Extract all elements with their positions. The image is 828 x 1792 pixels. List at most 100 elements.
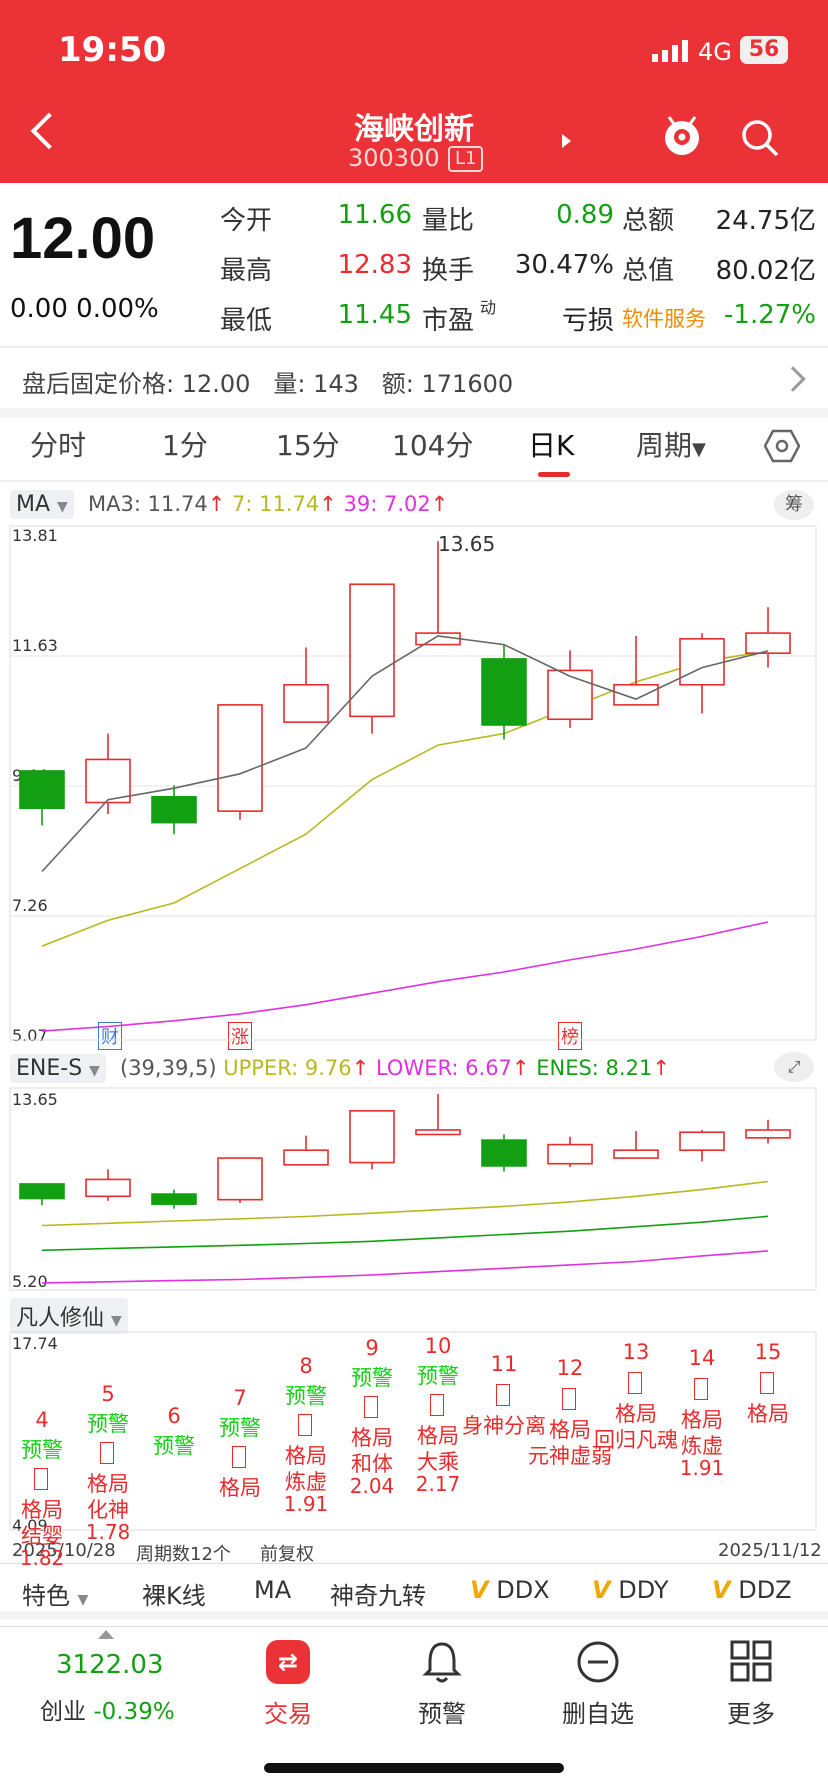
ma-axis-label: 11.63 (12, 636, 58, 655)
signal-number: 5 (101, 1382, 115, 1406)
expand-icon[interactable]: ⤢ (774, 1052, 814, 1082)
chip-distribution-button[interactable]: 筹 (774, 490, 814, 520)
next-stock-icon[interactable] (562, 134, 571, 148)
bell-icon[interactable] (422, 1640, 462, 1684)
custom-indicator-selector[interactable]: 凡人修仙 ▼ (10, 1298, 128, 1334)
tool-magic-nine[interactable]: 神奇九转 (330, 1582, 426, 1610)
candle-body (349, 583, 395, 718)
tool-feature-label: 特色 (22, 1582, 70, 1610)
tab-timeshare[interactable]: 分时 (30, 429, 87, 462)
nav-remove-watchlist[interactable]: 删自选 (562, 1700, 634, 1728)
signal-number: 12 (556, 1356, 584, 1380)
signal-box (34, 1468, 48, 1490)
tab-15min[interactable]: 15分 (276, 429, 340, 462)
ma-selector[interactable]: MA ▼ (10, 490, 74, 519)
signal-text: 格局 (351, 1426, 393, 1450)
chevron-right-icon[interactable] (780, 366, 806, 392)
ene-selector-label: ENE-S (16, 1056, 83, 1081)
quote-value: -1.27% (724, 300, 816, 330)
status-time: 19:50 (58, 30, 167, 70)
ene-candle-body (547, 1143, 593, 1165)
signal-box (430, 1394, 444, 1416)
ma-selector-label: MA (16, 492, 51, 517)
tool-ddy[interactable]: V DDY (592, 1576, 669, 1604)
quote-label: 今开 (220, 206, 273, 236)
caret-up-icon[interactable] (98, 1630, 114, 1639)
signal-number: 9 (365, 1336, 379, 1360)
ene-axis-label: 13.65 (12, 1090, 58, 1109)
divider (0, 1626, 828, 1627)
tab-104min[interactable]: 104分 (392, 429, 474, 462)
ma-legend: MA3: 11.74↑ 7: 11.74↑ 39: 7.02↑ (88, 492, 448, 516)
signal-box (232, 1446, 246, 1468)
tab-daily-k[interactable]: 日K (528, 429, 575, 462)
ene-candle-body (415, 1129, 461, 1136)
signal-text: 格局 (681, 1408, 723, 1432)
search-icon[interactable] (740, 118, 780, 158)
signal-value: 1.82 (19, 1546, 65, 1570)
divider (0, 480, 828, 482)
date-start: 2025/10/28 (12, 1540, 116, 1561)
pe-dynamic-mark: 动 (480, 298, 497, 317)
signal-value: 1.91 (283, 1492, 329, 1516)
quote-value: 12.83 (337, 250, 412, 280)
event-marker-limit-up[interactable]: 涨 (228, 1022, 252, 1050)
tool-feature[interactable]: 特色 ▼ (22, 1576, 88, 1611)
after-hours-row[interactable]: 盘后固定价格: 12.00 量: 143 额: 171600 (22, 364, 513, 399)
kline-chart[interactable] (0, 520, 828, 1560)
ma-axis-label: 13.81 (12, 526, 58, 545)
signal-warning: 预警 (153, 1434, 195, 1458)
ene-axis-label: 5.20 (12, 1272, 48, 1291)
nav-more[interactable]: 更多 (727, 1700, 775, 1728)
tab-period[interactable]: 周期▼ (636, 424, 706, 464)
signal-warning: 预警 (21, 1438, 63, 1462)
ene-candle-body (85, 1178, 131, 1198)
candle-body (85, 758, 131, 804)
sector-name[interactable]: 软件服务 (622, 307, 706, 331)
vip-icon: V (592, 1576, 611, 1604)
active-tab-indicator (538, 472, 570, 477)
caret-down-icon: ▼ (57, 499, 68, 515)
signal-box (760, 1372, 774, 1394)
ene-candle-body (613, 1149, 659, 1159)
trade-icon[interactable]: ⇄ (266, 1640, 310, 1684)
candle-body (283, 683, 329, 723)
index-ticker[interactable]: 创业 -0.39% (40, 1692, 175, 1726)
ene-candle-body (349, 1110, 395, 1164)
signal-number: 11 (490, 1352, 518, 1376)
ene-lower-line (41, 1250, 769, 1284)
network-label: 4G (698, 38, 732, 66)
event-marker-dragon-tiger[interactable]: 榜 (558, 1022, 582, 1050)
candle-body (745, 632, 791, 654)
ene-candle-body (679, 1131, 725, 1152)
signal-warning: 预警 (87, 1412, 129, 1436)
remove-watchlist-icon[interactable] (576, 1640, 620, 1684)
grid-more-icon[interactable] (730, 1640, 772, 1682)
quote-label: 总额 (622, 206, 675, 236)
signal-text: 回归凡魂 (594, 1428, 678, 1452)
signal-value: 2.04 (349, 1474, 395, 1498)
ene-selector[interactable]: ENE-S ▼ (10, 1054, 106, 1083)
ene-candle-body (151, 1193, 197, 1205)
tool-ddz-label: DDZ (738, 1576, 792, 1604)
ene-candle-body (283, 1149, 329, 1166)
adjust-mode[interactable]: 前复权 (260, 1544, 314, 1565)
tool-ddz[interactable]: V DDZ (712, 1576, 792, 1604)
tool-naked-k[interactable]: 裸K线 (142, 1582, 206, 1610)
section-gap (0, 408, 828, 418)
candle-body (151, 795, 197, 824)
after-hours-label: 盘后固定价格: (22, 370, 175, 398)
robot-assistant-icon[interactable] (660, 112, 704, 158)
tool-ddx[interactable]: V DDX (470, 1576, 550, 1604)
caret-down-icon: ▼ (77, 1592, 89, 1608)
tool-ma[interactable]: MA (254, 1576, 292, 1604)
tab-1min[interactable]: 1分 (162, 429, 208, 462)
event-marker-finance[interactable]: 财 (98, 1022, 122, 1050)
vip-icon: V (712, 1576, 731, 1604)
tool-ddy-label: DDY (618, 1576, 669, 1604)
nav-trade[interactable]: 交易 (264, 1700, 312, 1728)
index-value[interactable]: 3122.03 (56, 1650, 164, 1680)
high-price-label: 13.65 (438, 532, 496, 556)
settings-icon[interactable] (764, 428, 800, 464)
nav-alert[interactable]: 预警 (418, 1700, 466, 1728)
